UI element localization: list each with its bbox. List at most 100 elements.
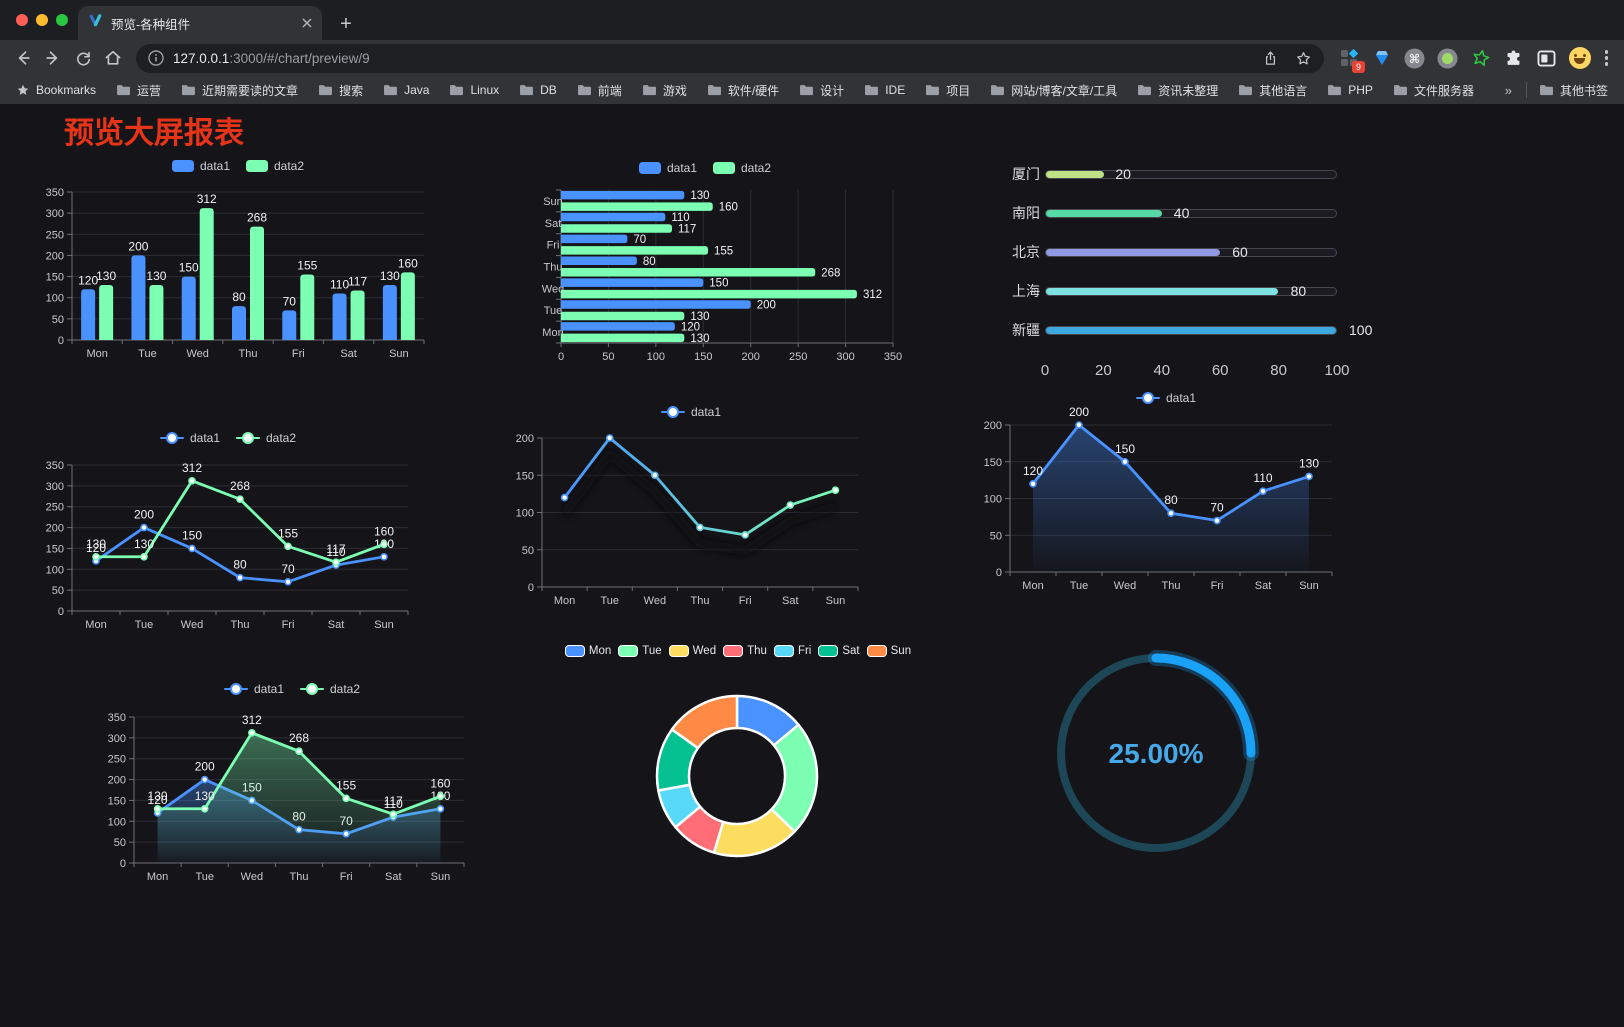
legend-marker <box>638 162 661 174</box>
green-dot-extension-icon[interactable] <box>1437 47 1459 69</box>
profile-avatar[interactable] <box>1568 47 1591 69</box>
svg-text:130: 130 <box>134 537 154 551</box>
bookmark-folder[interactable]: 文件服务器 <box>1383 82 1484 99</box>
legend-item-Thu[interactable]: Thu <box>723 645 767 657</box>
minimize-window-button[interactable] <box>36 14 48 26</box>
share-icon[interactable] <box>1262 50 1279 67</box>
svg-text:100: 100 <box>108 816 126 828</box>
svg-text:100: 100 <box>46 564 64 576</box>
legend-item-data1[interactable]: data1 <box>1135 391 1196 405</box>
svg-text:150: 150 <box>516 470 534 482</box>
gem-extension-icon[interactable] <box>1371 47 1393 69</box>
bookmark-folder[interactable]: 项目 <box>915 82 980 99</box>
progress-row-新疆: 新疆 100 <box>1000 320 1372 340</box>
progress-fill <box>1046 170 1104 178</box>
command-extension-icon[interactable]: ⌘ <box>1404 47 1426 69</box>
legend-item-data2[interactable]: data2 <box>246 159 304 173</box>
back-button[interactable] <box>8 43 38 73</box>
close-window-button[interactable] <box>16 14 28 26</box>
svg-text:0: 0 <box>58 606 64 618</box>
zoom-window-button[interactable] <box>56 14 68 26</box>
legend-item-data1[interactable]: data1 <box>638 161 697 175</box>
legend-item-Sat[interactable]: Sat <box>818 645 860 657</box>
svg-text:312: 312 <box>242 713 262 727</box>
bookmark-folder[interactable]: Linux <box>439 83 509 97</box>
legend-item-Wed[interactable]: Wed <box>668 645 716 657</box>
bookmark-folder[interactable]: 近期需要读的文章 <box>171 82 308 99</box>
bookmark-folder[interactable]: PHP <box>1317 83 1383 97</box>
legend-item-data2[interactable]: data2 <box>713 161 771 175</box>
bookmark-folder[interactable]: 运营 <box>106 82 171 99</box>
bookmark-folder[interactable]: Java <box>373 83 439 97</box>
legend-item-data1[interactable]: data1 <box>660 405 721 419</box>
legend-marker <box>1135 392 1160 404</box>
legend-marker <box>159 432 184 444</box>
legend-label: Mon <box>588 645 612 657</box>
new-tab-button[interactable]: + <box>340 13 352 35</box>
browser-menu-icon[interactable] <box>1597 50 1617 66</box>
tab-strip: 预览-各种组件 + <box>0 0 1624 40</box>
grid-extension-icon[interactable]: 9 <box>1338 47 1365 73</box>
bookmark-star-icon[interactable] <box>1295 50 1312 67</box>
progress-fill <box>1046 209 1162 217</box>
forward-button[interactable] <box>38 43 68 73</box>
legend-item-data1[interactable]: data1 <box>159 431 220 445</box>
axis-tick-label: 80 <box>1270 362 1287 379</box>
svg-text:100: 100 <box>984 494 1002 506</box>
other-bookmarks[interactable]: 其他书签 <box>1537 82 1610 99</box>
svg-text:Fri: Fri <box>739 595 752 607</box>
site-info-icon[interactable] <box>148 50 164 66</box>
legend-label: data2 <box>741 161 772 175</box>
bookmark-folder[interactable]: 设计 <box>789 82 854 99</box>
svg-text:Tue: Tue <box>195 871 214 883</box>
svg-text:50: 50 <box>114 837 126 849</box>
extension-icons: 9 ⌘ <box>1338 47 1591 73</box>
legend-item-data1[interactable]: data1 <box>171 159 230 173</box>
legend-label: data1 <box>189 431 220 445</box>
browser-tab[interactable]: 预览-各种组件 <box>78 6 322 40</box>
bookmark-folder[interactable]: DB <box>509 83 567 97</box>
legend-item-data2[interactable]: data2 <box>236 431 296 445</box>
svg-text:Wed: Wed <box>181 619 203 631</box>
bookmarks-overflow-chevron[interactable]: » <box>1504 82 1512 98</box>
bookmark-folder[interactable]: 软件/硬件 <box>697 82 789 99</box>
legend-marker <box>300 683 324 695</box>
home-button[interactable] <box>98 43 128 73</box>
window-panel-icon[interactable] <box>1536 47 1558 69</box>
svg-text:Sun: Sun <box>389 348 409 360</box>
svg-text:80: 80 <box>233 558 247 572</box>
legend-label: Sat <box>842 645 860 657</box>
url-bar[interactable]: 127.0.0.1 :3000/#/chart/preview/9 <box>136 43 1324 73</box>
bookmark-folder[interactable]: IDE <box>854 83 915 97</box>
folder-icon <box>450 85 464 96</box>
bookmark-folder[interactable]: 资讯未整理 <box>1127 82 1228 99</box>
progress-track <box>1045 325 1337 335</box>
bookmark-folder[interactable]: 网站/博客/文章/工具 <box>980 82 1127 99</box>
tab-close-icon[interactable] <box>302 18 312 28</box>
legend-item-data2[interactable]: data2 <box>300 682 360 696</box>
chart-legend: Mon Tue Wed Thu Fri Sat Sun <box>548 645 928 657</box>
legend-item-Mon[interactable]: Mon <box>564 645 612 657</box>
legend-item-Tue[interactable]: Tue <box>618 645 662 657</box>
bookmark-folder[interactable]: 游戏 <box>632 82 697 99</box>
legend-item-Fri[interactable]: Fri <box>773 645 812 657</box>
reload-button[interactable] <box>68 43 98 73</box>
svg-text:350: 350 <box>46 187 64 199</box>
legend-label: Fri <box>797 645 812 657</box>
svg-text:300: 300 <box>46 208 64 220</box>
bookmark-folder[interactable]: 其他语言 <box>1228 82 1317 99</box>
svg-text:160: 160 <box>398 256 418 270</box>
legend-item-data1[interactable]: data1 <box>223 682 284 696</box>
bookmark-folder[interactable]: 搜索 <box>308 82 373 99</box>
bookmarks-root[interactable]: Bookmarks <box>14 83 106 97</box>
legend-item-Sun[interactable]: Sun <box>866 645 911 657</box>
puzzle-extensions-icon[interactable] <box>1503 47 1525 69</box>
folder-icon <box>800 85 814 96</box>
chart-bar-vertical: data1 data2 0 50 100 150 200 250 300 350 Mon Tue Wed… <box>36 150 440 366</box>
bookmarks-bar: Bookmarks 运营 近期需要读的文章 搜索 Java Linux DB 前端 游戏 软件/… <box>0 76 1624 104</box>
bookmark-folder[interactable]: 前端 <box>567 82 632 99</box>
green-star-extension-icon[interactable] <box>1470 47 1492 69</box>
folder-icon <box>1239 85 1253 96</box>
svg-text:Wed: Wed <box>187 348 209 360</box>
svg-text:Wed: Wed <box>542 283 564 295</box>
